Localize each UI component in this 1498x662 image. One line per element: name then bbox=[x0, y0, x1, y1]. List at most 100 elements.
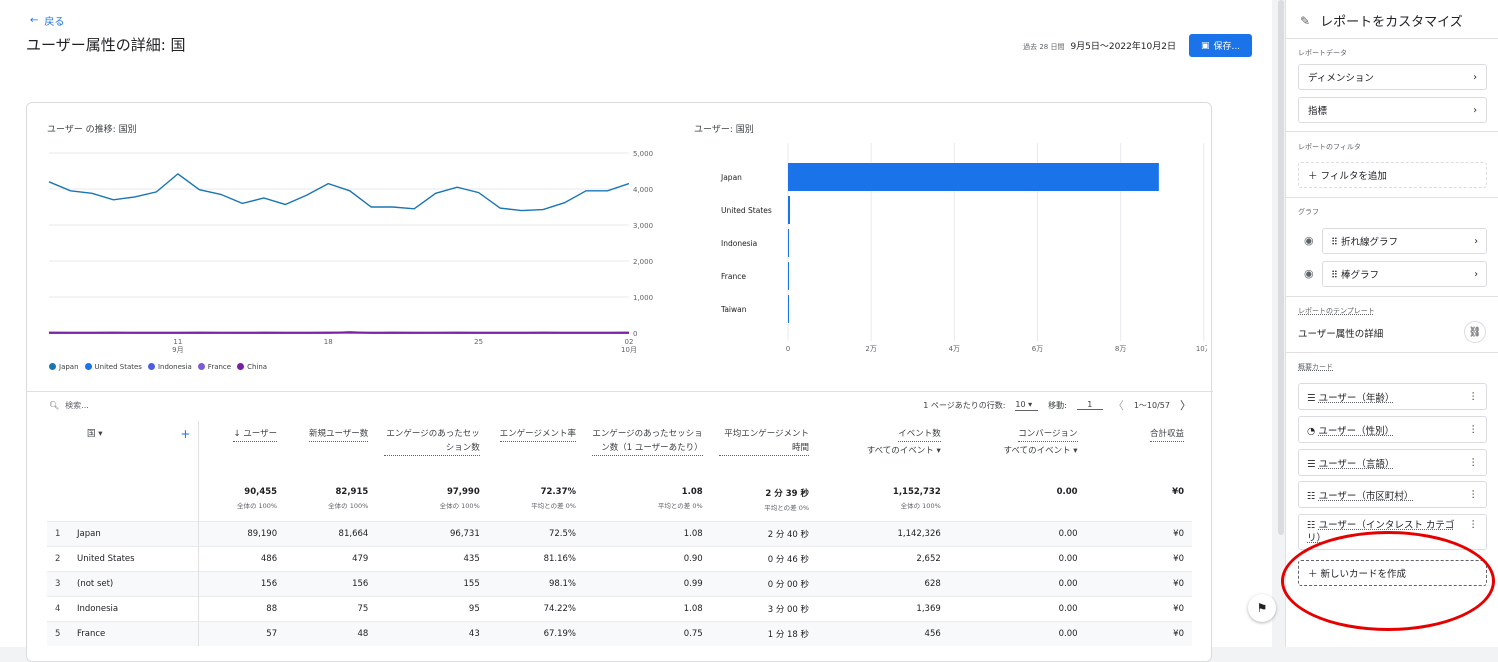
bar[interactable] bbox=[788, 295, 789, 323]
more-icon[interactable]: ⋮ bbox=[1469, 519, 1479, 530]
column-header[interactable]: イベント数すべてのイベント ▾ bbox=[817, 421, 949, 485]
more-icon[interactable]: ⋮ bbox=[1469, 424, 1479, 435]
column-header[interactable]: エンゲージメント率 bbox=[488, 421, 584, 485]
column-sub-select[interactable]: すべてのイベント ▾ bbox=[825, 444, 941, 456]
back-link[interactable]: ← 戻る bbox=[30, 13, 64, 28]
total-share: 全体の 100% bbox=[207, 500, 277, 510]
total-cell: 72.37%平均との差 0% bbox=[488, 485, 584, 521]
legend-item[interactable]: China bbox=[237, 363, 267, 371]
pie-icon: ◔ bbox=[1307, 426, 1315, 437]
unlink-icon[interactable]: ⛓ bbox=[1464, 321, 1486, 343]
chevron-right-icon: › bbox=[1474, 236, 1478, 247]
bar[interactable] bbox=[788, 163, 1159, 191]
totals-dim-cell bbox=[47, 485, 199, 521]
eye-icon[interactable]: ◉ bbox=[1304, 234, 1314, 247]
column-sub-select[interactable]: すべてのイベント ▾ bbox=[957, 444, 1078, 456]
table-cell: 3 分 00 秒 bbox=[711, 596, 817, 621]
x-tick-label: 10万 bbox=[1196, 345, 1207, 353]
page-title: ユーザー属性の詳細: 国 bbox=[26, 34, 186, 55]
row-number: 1 bbox=[55, 529, 77, 539]
more-icon[interactable]: ⋮ bbox=[1469, 457, 1479, 468]
table-cell: 88 bbox=[199, 596, 285, 621]
section-template: レポートのテンプレート bbox=[1298, 306, 1375, 316]
legend-item[interactable]: Indonesia bbox=[148, 363, 192, 371]
next-page-icon[interactable]: 〉 bbox=[1180, 397, 1191, 413]
column-header[interactable]: コンバージョンすべてのイベント ▾ bbox=[949, 421, 1086, 485]
x-tick-label: 4万 bbox=[949, 345, 960, 353]
more-icon[interactable]: ⋮ bbox=[1469, 391, 1479, 402]
feedback-button[interactable]: ⚑ bbox=[1248, 594, 1276, 622]
drag-handle-icon[interactable]: ⠿ bbox=[1331, 237, 1338, 248]
divider bbox=[1286, 38, 1498, 39]
rows-per-page-select[interactable]: 10 ▾ bbox=[1015, 400, 1038, 411]
country-cell[interactable]: 3(not set) bbox=[47, 571, 199, 596]
table-cell: 1,369 bbox=[817, 596, 949, 621]
country-name: Japan bbox=[77, 529, 101, 539]
column-header[interactable]: 新規ユーザー数 bbox=[285, 421, 376, 485]
panel-title: ✎ レポートをカスタマイズ bbox=[1300, 11, 1463, 30]
save-button[interactable]: ▣ 保存... bbox=[1189, 34, 1252, 57]
metric-row[interactable]: 指標› bbox=[1298, 97, 1487, 123]
table-cell: 74.22% bbox=[488, 596, 584, 621]
card-gender[interactable]: ◔ ユーザー（性別）⋮ bbox=[1298, 416, 1487, 443]
drag-handle-icon[interactable]: ⠿ bbox=[1331, 270, 1338, 281]
y-tick-label: 0 bbox=[633, 330, 637, 338]
column-header[interactable]: 合計収益 bbox=[1086, 421, 1192, 485]
chevron-down-icon: ▾ bbox=[98, 429, 102, 439]
column-header[interactable]: エンゲージのあったセッション数（1 ユーザーあたり） bbox=[584, 421, 711, 485]
table-search[interactable]: 🔍︎ 検索... bbox=[49, 400, 89, 411]
eye-icon[interactable]: ◉ bbox=[1304, 267, 1314, 280]
x-tick-month: 9月 bbox=[172, 346, 183, 354]
add-dimension-icon[interactable]: + bbox=[180, 427, 190, 441]
table-cell: ¥0 bbox=[1086, 596, 1192, 621]
column-header[interactable]: エンゲージのあったセッション数 bbox=[376, 421, 487, 485]
graph-bar-row[interactable]: ⠿ 棒グラフ › bbox=[1322, 261, 1487, 287]
more-icon[interactable]: ⋮ bbox=[1469, 489, 1479, 500]
section-cards: 概要カード bbox=[1298, 362, 1333, 372]
goto-page-input[interactable]: 1 bbox=[1077, 400, 1103, 410]
add-filter-button[interactable]: ＋ フィルタを追加 bbox=[1298, 162, 1487, 188]
table-cell: 0.90 bbox=[584, 546, 711, 571]
country-name: United States bbox=[77, 554, 135, 564]
dimension-row[interactable]: ディメンション› bbox=[1298, 64, 1487, 90]
dimension-header[interactable]: 国 ▾ + bbox=[47, 421, 199, 485]
table-cell: ¥0 bbox=[1086, 521, 1192, 546]
legend-item[interactable]: France bbox=[198, 363, 231, 371]
card-city[interactable]: ☷ ユーザー（市区町村）⋮ bbox=[1298, 481, 1487, 508]
column-header[interactable]: 平均エンゲージメント時間 bbox=[711, 421, 817, 485]
table-cell: 75 bbox=[285, 596, 376, 621]
card-language[interactable]: ☰ ユーザー（言語）⋮ bbox=[1298, 449, 1487, 476]
prev-page-icon[interactable]: 〈 bbox=[1113, 397, 1124, 413]
table-cell: 95 bbox=[376, 596, 487, 621]
date-range-picker[interactable]: 過去 28 日間 9月5日～2022年10月2日 bbox=[1023, 39, 1176, 52]
search-input[interactable]: 検索... bbox=[65, 400, 89, 411]
series-line-japan bbox=[49, 174, 629, 211]
bar[interactable] bbox=[788, 229, 789, 257]
legend-item[interactable]: Japan bbox=[49, 363, 79, 371]
legend-item[interactable]: United States bbox=[85, 363, 142, 371]
bar[interactable] bbox=[788, 196, 790, 224]
bar[interactable] bbox=[788, 262, 789, 290]
column-header[interactable]: ↓ ユーザー bbox=[199, 421, 285, 485]
x-tick-label: 18 bbox=[324, 338, 333, 346]
total-cell: 0.00 bbox=[949, 485, 1086, 521]
card-age[interactable]: ☰ ユーザー（年齢）⋮ bbox=[1298, 383, 1487, 410]
table-cell: 1.08 bbox=[584, 596, 711, 621]
x-tick-label: 02 bbox=[625, 338, 634, 346]
graph-line-row[interactable]: ⠿ 折れ線グラフ › bbox=[1322, 228, 1487, 254]
main-scrollbar[interactable] bbox=[1278, 0, 1284, 535]
chevron-right-icon: › bbox=[1473, 72, 1477, 83]
table-pager: 1 ページあたりの行数: 10 ▾ 移動: 1 〈 1～10/57 〉 bbox=[923, 397, 1191, 413]
total-value: 0.00 bbox=[957, 487, 1078, 497]
